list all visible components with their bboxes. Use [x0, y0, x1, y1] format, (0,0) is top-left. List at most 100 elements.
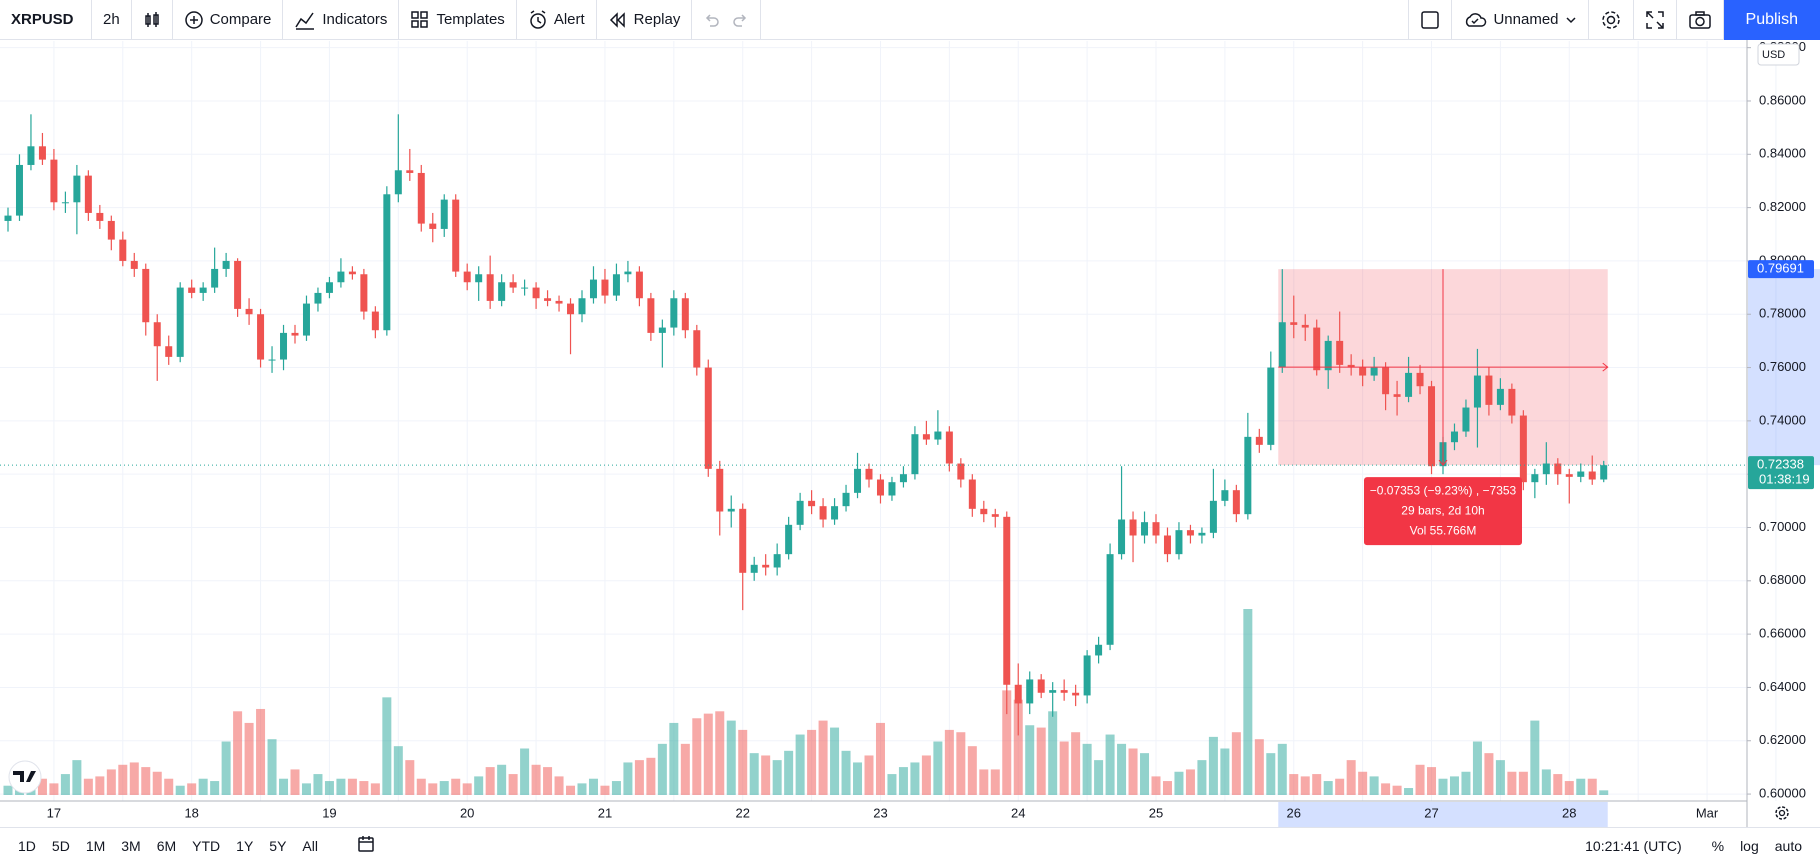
- candle-body: [452, 199, 460, 272]
- volume-bar: [634, 760, 644, 795]
- log-toggle[interactable]: log: [1740, 837, 1759, 854]
- candle-body: [681, 298, 689, 331]
- range-buttons: 1D 5D 1M 3M 6M YTD 1Y 5Y All: [0, 838, 326, 854]
- clock[interactable]: 10:21:41 (UTC): [1585, 837, 1682, 854]
- volume-bar: [106, 769, 116, 795]
- candle-body: [1393, 394, 1401, 397]
- range-button[interactable]: YTD: [192, 837, 221, 854]
- candle-body: [922, 434, 930, 440]
- candle-body: [394, 170, 402, 195]
- range-button[interactable]: All: [302, 837, 318, 854]
- candle-body: [1565, 474, 1573, 477]
- volume-bar: [646, 757, 656, 795]
- volume-bar: [554, 776, 564, 795]
- range-button[interactable]: 6M: [156, 837, 177, 854]
- settings[interactable]: [1589, 0, 1634, 39]
- layout[interactable]: Unnamed: [1452, 0, 1589, 39]
- snapshot[interactable]: [1677, 0, 1724, 39]
- fullscreen[interactable]: [1634, 0, 1677, 39]
- candle-body: [612, 274, 620, 296]
- volume-bar: [336, 778, 346, 795]
- candle-body: [1473, 375, 1481, 408]
- last-price-label: 0.72338: [1757, 457, 1804, 472]
- candle-body: [1003, 516, 1011, 685]
- candle-body: [257, 314, 265, 360]
- range-button[interactable]: 5Y: [269, 837, 287, 854]
- volume-bar: [1335, 778, 1345, 795]
- percent-toggle[interactable]: %: [1711, 837, 1725, 854]
- candle-body: [1186, 530, 1194, 536]
- volume-bar: [187, 783, 197, 795]
- volume-bar: [1392, 785, 1402, 795]
- volume-bar: [49, 783, 59, 795]
- volume-bar: [95, 776, 105, 795]
- y-tick-label: 0.60000: [1759, 786, 1806, 801]
- x-tick-label: 23: [873, 805, 887, 820]
- volume-bar: [1036, 727, 1046, 795]
- candle-body: [107, 220, 115, 240]
- candle-body: [934, 431, 942, 440]
- volume-bar: [129, 762, 139, 795]
- volume-bar: [83, 778, 93, 795]
- from-price-box: [1748, 260, 1814, 279]
- alert[interactable]: Alert: [517, 0, 597, 39]
- volume-bar: [324, 781, 334, 795]
- range-button[interactable]: 5D: [51, 837, 70, 854]
- range-button[interactable]: 1D: [18, 837, 36, 854]
- volume-bar: [669, 722, 679, 795]
- fullscreen-icon: [1645, 10, 1664, 29]
- chart-style[interactable]: [132, 0, 173, 39]
- publish-button[interactable]: Publish: [1723, 0, 1820, 40]
- candle-body: [199, 287, 207, 293]
- candle-body: [188, 287, 196, 293]
- candle-body: [4, 215, 12, 221]
- indicators[interactable]: Indicators: [283, 0, 400, 39]
- volume-bar: [1185, 769, 1195, 795]
- axis-settings[interactable]: [1775, 806, 1789, 820]
- indicator-icon: [295, 12, 315, 30]
- candle-body: [831, 506, 839, 520]
- auto-toggle[interactable]: auto: [1774, 837, 1802, 854]
- replay-icon: [609, 11, 625, 28]
- range-button[interactable]: 3M: [121, 837, 141, 854]
- candle-body: [1290, 322, 1298, 325]
- candle-body: [1267, 367, 1275, 445]
- y-tick-label: 0.70000: [1759, 519, 1806, 534]
- currency-button[interactable]: [1757, 43, 1800, 66]
- candle-body: [406, 170, 414, 173]
- price-axis: [1747, 40, 1820, 827]
- volume-bar: [1323, 781, 1333, 795]
- date-range[interactable]: [326, 834, 376, 857]
- range-button[interactable]: 1Y: [236, 837, 254, 854]
- undo-icon: [706, 13, 720, 27]
- candle-body: [1405, 372, 1413, 397]
- volume-bar: [1541, 769, 1551, 795]
- candle-body: [165, 346, 173, 357]
- candle-body: [268, 359, 276, 361]
- measure-arrow-right: [1602, 362, 1609, 372]
- layout-toggle[interactable]: [1408, 0, 1453, 39]
- logo-mark: [13, 771, 36, 782]
- candle-body: [968, 479, 976, 509]
- candle-body: [509, 282, 517, 288]
- replay[interactable]: Replay: [597, 0, 693, 39]
- undo-redo[interactable]: [692, 0, 762, 39]
- volume-bar: [807, 729, 817, 795]
- volume-bar: [1048, 711, 1058, 795]
- templates[interactable]: Templates: [399, 0, 517, 39]
- range-button[interactable]: 1M: [85, 837, 106, 854]
- volume-bar: [1289, 774, 1299, 795]
- volume-bar: [1174, 771, 1184, 795]
- square-icon: [1421, 10, 1440, 29]
- candle-body: [1118, 519, 1126, 555]
- volume-bar: [1427, 767, 1437, 795]
- candle-body: [1588, 471, 1596, 480]
- candle-body: [417, 172, 425, 224]
- volume-bar: [1025, 725, 1035, 795]
- volume-bar: [141, 767, 151, 795]
- symbol[interactable]: XRPUSD: [0, 0, 92, 39]
- candle-body: [1141, 522, 1149, 536]
- interval[interactable]: 2h: [92, 0, 132, 39]
- compare[interactable]: Compare: [173, 0, 284, 39]
- time-range-highlight: [1278, 802, 1608, 827]
